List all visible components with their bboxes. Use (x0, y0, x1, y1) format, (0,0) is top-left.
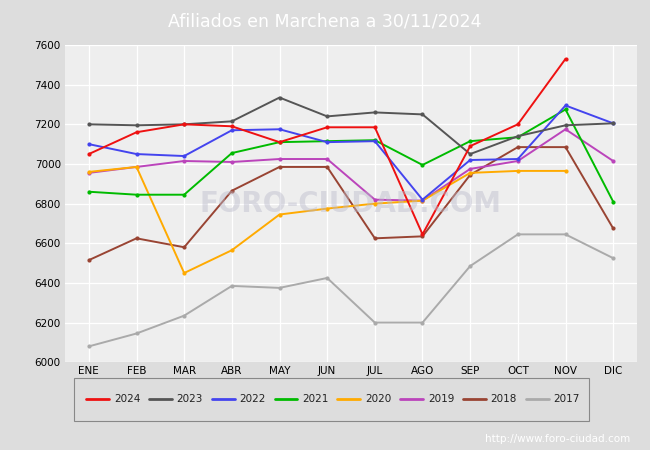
Text: FORO-CIUDAD.COM: FORO-CIUDAD.COM (200, 189, 502, 218)
Text: 2024: 2024 (114, 394, 140, 405)
Text: 2023: 2023 (177, 394, 203, 405)
Text: 2017: 2017 (553, 394, 580, 405)
Bar (74, 378, 589, 421)
Text: 2018: 2018 (491, 394, 517, 405)
Text: 2019: 2019 (428, 394, 454, 405)
Text: 2020: 2020 (365, 394, 391, 405)
Text: 2021: 2021 (302, 394, 328, 405)
Text: http://www.foro-ciudad.com: http://www.foro-ciudad.com (486, 434, 630, 444)
Text: Afiliados en Marchena a 30/11/2024: Afiliados en Marchena a 30/11/2024 (168, 12, 482, 31)
Text: 2022: 2022 (239, 394, 266, 405)
